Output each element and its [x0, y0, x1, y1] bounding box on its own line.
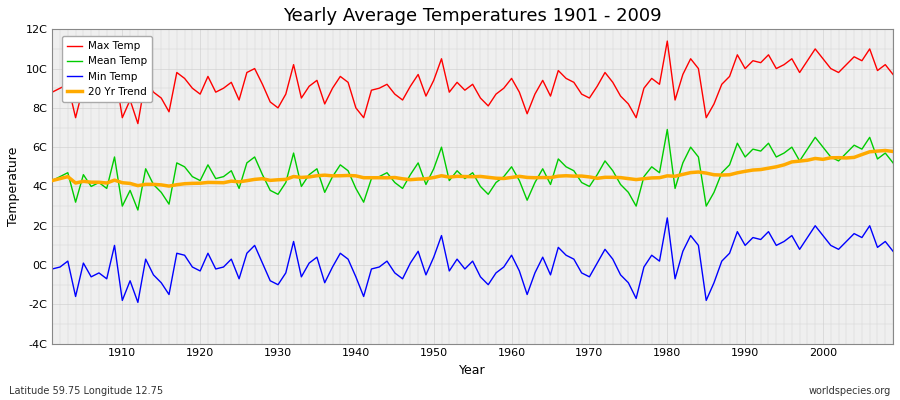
- 20 Yr Trend: [47, 178, 58, 183]
- Max Temp: [608, 80, 618, 85]
- Max Temp: [335, 74, 346, 79]
- Min Temp: [132, 300, 143, 305]
- Mean Temp: [608, 168, 618, 173]
- Mean Temp: [109, 154, 120, 159]
- Line: Max Temp: Max Temp: [52, 41, 893, 124]
- Max Temp: [132, 121, 143, 126]
- 20 Yr Trend: [109, 178, 120, 182]
- Min Temp: [109, 243, 120, 248]
- 20 Yr Trend: [608, 175, 618, 180]
- Min Temp: [608, 257, 618, 262]
- Max Temp: [887, 72, 898, 77]
- Mean Temp: [335, 162, 346, 167]
- Mean Temp: [662, 127, 672, 132]
- 20 Yr Trend: [514, 174, 525, 179]
- 20 Yr Trend: [880, 148, 891, 153]
- Min Temp: [506, 253, 517, 258]
- Max Temp: [514, 90, 525, 94]
- 20 Yr Trend: [164, 184, 175, 188]
- Mean Temp: [506, 164, 517, 169]
- Max Temp: [506, 76, 517, 81]
- Mean Temp: [887, 160, 898, 165]
- Text: Latitude 59.75 Longitude 12.75: Latitude 59.75 Longitude 12.75: [9, 386, 163, 396]
- Min Temp: [47, 266, 58, 271]
- Mean Temp: [288, 151, 299, 156]
- Max Temp: [47, 90, 58, 94]
- Min Temp: [662, 216, 672, 220]
- Line: Min Temp: Min Temp: [52, 218, 893, 302]
- Min Temp: [288, 239, 299, 244]
- Text: worldspecies.org: worldspecies.org: [809, 386, 891, 396]
- Mean Temp: [514, 178, 525, 183]
- 20 Yr Trend: [506, 175, 517, 180]
- 20 Yr Trend: [288, 174, 299, 179]
- Line: 20 Yr Trend: 20 Yr Trend: [52, 150, 893, 186]
- Mean Temp: [132, 208, 143, 212]
- 20 Yr Trend: [887, 149, 898, 154]
- Min Temp: [514, 268, 525, 273]
- 20 Yr Trend: [335, 173, 346, 178]
- Min Temp: [335, 251, 346, 256]
- Title: Yearly Average Temperatures 1901 - 2009: Yearly Average Temperatures 1901 - 2009: [284, 7, 662, 25]
- Y-axis label: Temperature: Temperature: [7, 147, 20, 226]
- Min Temp: [887, 249, 898, 254]
- X-axis label: Year: Year: [459, 364, 486, 377]
- Max Temp: [662, 39, 672, 44]
- Max Temp: [288, 62, 299, 67]
- Line: Mean Temp: Mean Temp: [52, 130, 893, 210]
- Legend: Max Temp, Mean Temp, Min Temp, 20 Yr Trend: Max Temp, Mean Temp, Min Temp, 20 Yr Tre…: [61, 36, 152, 102]
- Max Temp: [109, 66, 120, 71]
- Mean Temp: [47, 178, 58, 183]
